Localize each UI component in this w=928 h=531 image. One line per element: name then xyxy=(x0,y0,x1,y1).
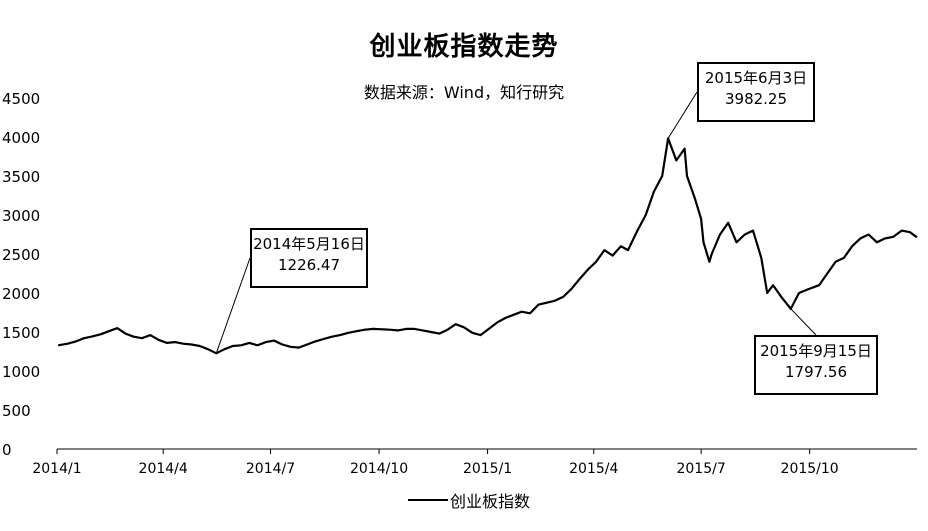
annotation-low-2015-value: 1797.56 xyxy=(784,363,848,381)
annotation-peak-2015: 2015年6月3日 3982.25 xyxy=(697,62,815,122)
x-tick-label: 2014/7 xyxy=(246,461,295,477)
y-tick-label: 2000 xyxy=(2,285,40,303)
annotation-low-2014-date: 2014年5月16日 xyxy=(253,235,365,253)
y-tick-label: 0 xyxy=(2,441,12,459)
y-tick-label: 1500 xyxy=(2,324,40,342)
annotation-low-2015: 2015年9月15日 1797.56 xyxy=(754,335,878,395)
x-tick-label: 2014/4 xyxy=(139,461,188,477)
annotation-leader-line xyxy=(667,91,698,139)
legend-label: 创业板指数 xyxy=(450,492,531,511)
y-tick-label: 3500 xyxy=(2,168,40,186)
chart-title: 创业板指数走势 xyxy=(369,32,559,62)
y-tick-label: 500 xyxy=(2,402,31,420)
annotation-leader-line xyxy=(790,308,817,336)
x-tick-label: 2014/10 xyxy=(350,461,408,477)
x-tick-label: 2014/1 xyxy=(32,461,81,477)
annotation-low-2014-value: 1226.47 xyxy=(277,256,341,274)
annotation-low-2014: 2014年5月16日 1226.47 xyxy=(250,228,368,288)
annotation-peak-2015-value: 3982.25 xyxy=(724,90,788,108)
chart-legend: 创业板指数 xyxy=(408,489,530,511)
y-tick-label: 1000 xyxy=(2,363,40,381)
annotation-leader-line xyxy=(215,257,251,354)
y-tick-label: 4500 xyxy=(2,90,40,108)
legend-line-swatch xyxy=(408,499,448,501)
x-tick-label: 2015/1 xyxy=(463,461,512,477)
x-tick-label: 2015/4 xyxy=(569,461,618,477)
annotation-peak-2015-date: 2015年6月3日 xyxy=(704,69,808,87)
chart-subtitle: 数据来源：Wind，知行研究 xyxy=(363,83,565,102)
x-tick-label: 2015/10 xyxy=(781,461,839,477)
annotation-low-2015-date: 2015年9月15日 xyxy=(760,342,872,360)
series-line-chinext-index xyxy=(58,137,918,355)
y-tick-label: 2500 xyxy=(2,246,40,264)
y-tick-label: 3000 xyxy=(2,207,40,225)
y-tick-label: 4000 xyxy=(2,129,40,147)
x-tick-label: 2015/7 xyxy=(676,461,725,477)
